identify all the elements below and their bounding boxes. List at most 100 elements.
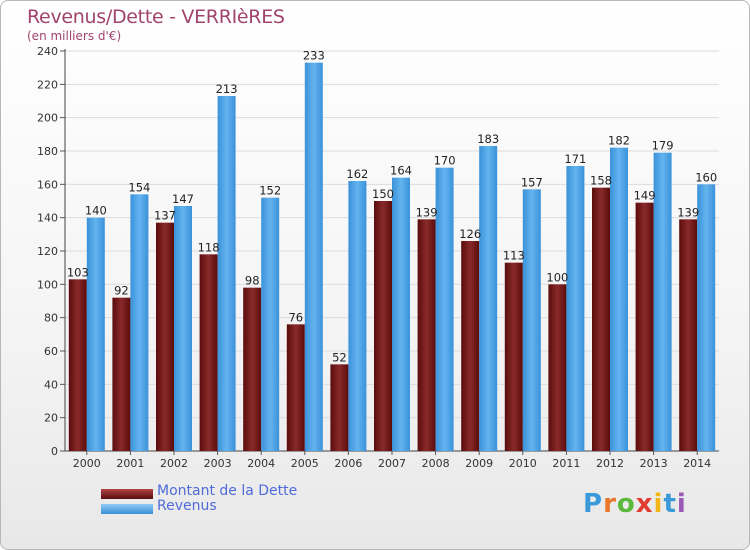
data-label-dette: 100 [546,270,568,284]
data-label-revenus: 160 [695,170,717,184]
bar-dette [330,364,349,451]
y-tick-label: 60 [44,345,58,358]
bar-revenus [522,189,541,452]
bar-revenus [479,146,498,451]
data-label-revenus: 183 [477,132,499,146]
x-tick-label: 2000 [73,457,101,470]
data-label-revenus: 140 [85,204,107,218]
data-label-dette: 118 [198,240,220,254]
logo-letter: i [653,489,664,519]
logo-letter: r [603,489,617,519]
bar-dette [548,284,567,451]
y-tick-label: 0 [51,445,58,458]
legend-label-dette: Montant de la Dette [157,483,298,499]
bar-dette [504,262,523,451]
x-tick-label: 2002 [160,457,188,470]
logo-letter: i [676,489,687,519]
x-tick-label: 2012 [596,457,624,470]
bar-dette [635,202,654,451]
x-tick-label: 2004 [247,457,275,470]
x-tick-label: 2011 [552,457,580,470]
y-tick-label: 100 [37,278,58,291]
x-tick-label: 2010 [509,457,537,470]
legend-swatch-dette [101,489,153,499]
data-label-dette: 92 [114,284,129,298]
x-tick-label: 2005 [291,457,319,470]
x-tick-label: 2008 [422,457,450,470]
data-label-revenus: 147 [172,192,194,206]
bar-dette [68,279,87,451]
data-label-dette: 150 [372,187,394,201]
bar-dette [199,254,218,451]
data-label-revenus: 171 [564,152,586,166]
y-tick-label: 240 [37,45,58,58]
proxiti-logo: Proxiti [583,489,687,519]
x-tick-label: 2013 [640,457,668,470]
legend-swatch-revenus [101,504,153,514]
bar-revenus [217,96,236,451]
y-tick-label: 180 [37,145,58,158]
data-label-dette: 137 [154,209,176,223]
bar-revenus [304,62,323,452]
bar-dette [374,201,392,451]
data-label-dette: 139 [677,205,699,219]
y-tick-label: 140 [37,212,58,225]
y-tick-label: 200 [37,112,58,125]
bar-dette [417,219,436,451]
data-label-dette: 149 [634,189,656,203]
bar-dette [461,241,480,451]
x-tick-label: 2003 [204,457,232,470]
data-label-revenus: 179 [652,139,674,153]
data-label-dette: 103 [67,265,89,279]
bar-dette [243,287,262,451]
logo-letter: P [583,489,604,519]
data-label-revenus: 170 [434,154,456,168]
bar-dette [286,324,305,451]
logo-letter: t [663,489,677,519]
bar-revenus [435,167,454,451]
bar-revenus [392,177,410,451]
y-tick-label: 220 [37,78,58,91]
bar-dette [592,187,610,451]
bar-revenus [566,166,585,451]
x-tick-label: 2001 [116,457,144,470]
data-label-dette: 76 [288,310,303,324]
bar-dette [112,297,131,451]
x-tick-label: 2006 [334,457,362,470]
data-label-dette: 139 [416,205,438,219]
data-label-dette: 126 [459,227,481,241]
data-label-revenus: 162 [346,167,368,181]
data-label-dette: 52 [332,350,347,364]
bar-revenus [697,184,716,452]
data-label-revenus: 164 [390,164,412,178]
chart-title: Revenus/Dette - VERRIèRES [27,6,285,28]
data-label-revenus: 152 [259,184,281,198]
y-tick-label: 20 [44,412,58,425]
data-label-revenus: 154 [128,180,150,194]
data-label-dette: 113 [503,249,525,263]
chart-subtitle: (en milliers d'€) [27,29,122,43]
x-tick-label: 2009 [465,457,493,470]
bar-revenus [348,181,367,451]
bar-revenus [653,152,672,451]
y-tick-label: 80 [44,312,58,325]
legend-label-revenus: Revenus [157,498,217,514]
data-label-revenus: 213 [216,82,238,96]
data-label-dette: 98 [245,274,260,288]
data-label-revenus: 233 [303,49,325,63]
bar-revenus [610,147,628,451]
logo-letter: x [635,489,654,519]
data-label-revenus: 182 [608,134,630,148]
data-label-dette: 158 [590,174,612,188]
y-tick-label: 40 [44,378,58,391]
y-tick-label: 120 [37,245,58,258]
data-label-revenus: 157 [521,175,543,189]
bar-dette [156,222,174,451]
bar-dette [679,219,698,451]
x-tick-label: 2007 [378,457,406,470]
x-tick-label: 2014 [683,457,711,470]
bar-revenus [130,194,149,452]
bar-revenus [86,217,105,451]
